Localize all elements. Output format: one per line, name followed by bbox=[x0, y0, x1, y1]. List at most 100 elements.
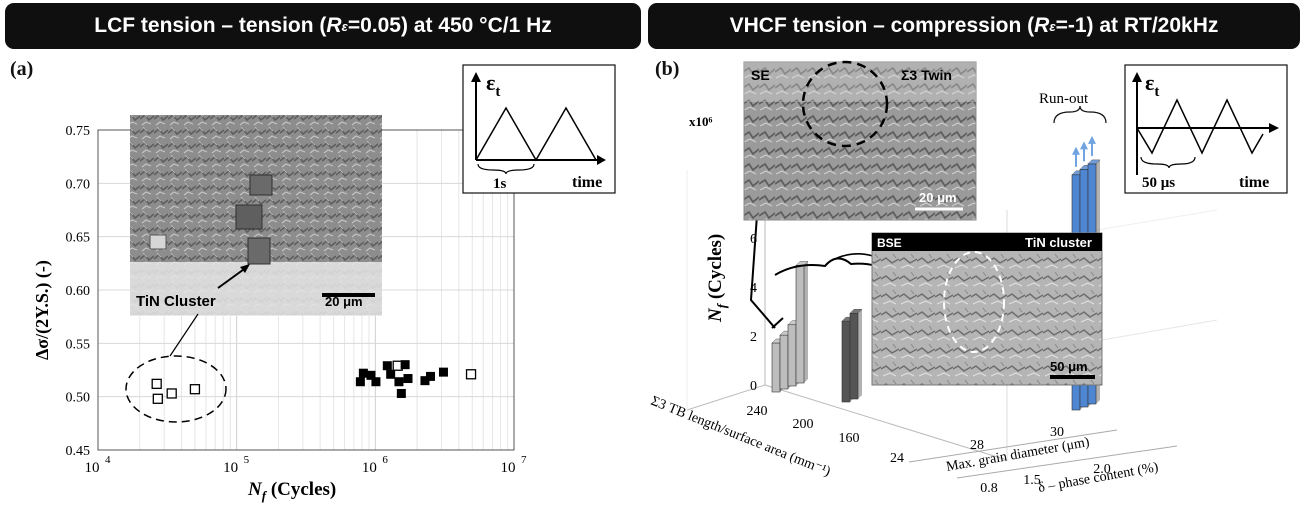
x-tick-exponent: 6 bbox=[382, 454, 388, 466]
y-tick-label: 0.45 bbox=[66, 444, 91, 459]
runout-brace bbox=[1053, 105, 1107, 124]
x-tick-label: 10 bbox=[362, 460, 377, 476]
data-point-filled bbox=[382, 361, 392, 371]
x-tick-label: 10 bbox=[501, 460, 516, 476]
y-tick-label: 0.60 bbox=[66, 284, 91, 299]
y-tick-label: 0.50 bbox=[66, 391, 91, 406]
data-point-filled bbox=[386, 369, 396, 379]
fracture-micrograph: 20 μm TiN Cluster bbox=[130, 115, 382, 316]
bar-light bbox=[779, 334, 789, 390]
tb-axis-label: Σ3 TB length/surface area (mm⁻¹) bbox=[649, 394, 833, 480]
data-point-open bbox=[465, 369, 477, 380]
bar-dark bbox=[849, 312, 859, 400]
period-label: 50 μs bbox=[1142, 175, 1175, 191]
bse-micrograph: BSE TiN cluster 50 μm bbox=[871, 232, 1103, 386]
loading-waveform-inset: εt 50 μs time bbox=[1124, 64, 1288, 194]
bar-pointer bbox=[771, 317, 784, 329]
banner-text: LCF tension – tension ( bbox=[94, 14, 327, 37]
banner-text-end: =0.05) at 450 °C/1 Hz bbox=[347, 14, 552, 37]
banner-symbol: R bbox=[1034, 14, 1050, 37]
runout-arrows bbox=[1072, 135, 1096, 167]
tin-cluster-label: TiN Cluster bbox=[136, 293, 216, 310]
tin-cluster-highlight bbox=[125, 355, 227, 423]
z-tick-label: 6 bbox=[750, 232, 757, 247]
se-micrograph: SE Σ3 Twin 20 μm bbox=[743, 60, 977, 221]
strain-symbol: εt bbox=[1145, 70, 1159, 100]
bar-dark bbox=[841, 320, 851, 403]
se-label: SE bbox=[751, 67, 770, 83]
z-tick-label: 4 bbox=[750, 281, 757, 296]
z-multiplier: x10⁶ bbox=[689, 114, 713, 129]
bar-light bbox=[795, 265, 805, 384]
x-axis-label: Nf (Cycles) bbox=[247, 479, 336, 503]
data-point-filled bbox=[400, 360, 410, 370]
grain-tick-label: 28 bbox=[970, 438, 984, 453]
se-scale-label: 20 μm bbox=[919, 190, 957, 205]
banner-text-end: =-1) at RT/20kHz bbox=[1055, 14, 1219, 37]
x-tick-exponent: 5 bbox=[244, 454, 250, 466]
bar-top bbox=[1087, 159, 1101, 165]
data-points bbox=[151, 360, 477, 404]
panel-b-label: (b) bbox=[655, 58, 680, 80]
data-point-filled bbox=[396, 388, 406, 398]
bar-light bbox=[787, 324, 797, 387]
bar-light bbox=[771, 342, 781, 393]
banner-text: VHCF tension – compression ( bbox=[729, 14, 1035, 37]
grain-axis-line bbox=[908, 429, 1118, 463]
se-leader bbox=[749, 214, 776, 329]
banner-symbol: R bbox=[326, 14, 342, 37]
delta-axis-line bbox=[956, 445, 1178, 479]
x-tick-exponent: 7 bbox=[521, 454, 527, 466]
tb-tick-label: 160 bbox=[839, 431, 860, 446]
panel-a-chart: 0.45 0.50 0.55 0.60 0.65 0.70 0.75 10 4 10 5 10 6 10 7… bbox=[32, 64, 616, 503]
time-label: time bbox=[572, 174, 602, 191]
z-tick-label: 0 bbox=[750, 379, 757, 394]
loading-waveform-inset: εt 1s time bbox=[462, 64, 616, 194]
data-point-filled bbox=[403, 374, 413, 384]
runout-label: Run-out bbox=[1039, 91, 1089, 107]
y-axis-label: Δσ/(2Y.S.) (-) bbox=[32, 260, 53, 360]
strain-symbol: εt bbox=[486, 70, 500, 100]
grain-tick-label: 24 bbox=[890, 451, 904, 466]
data-point-filled bbox=[355, 377, 365, 387]
bar-top bbox=[849, 309, 863, 314]
bar-side bbox=[804, 261, 808, 383]
delta-tick-label: 2.0 bbox=[1093, 462, 1111, 477]
x-tick-exponent: 4 bbox=[105, 454, 111, 466]
banner-subscript: ε bbox=[341, 18, 348, 34]
bse-label: BSE bbox=[877, 236, 902, 250]
data-point-filled bbox=[438, 367, 448, 377]
panel-b-chart: 0246810 x10⁶ Nf (Cycles) SE Σ3 Twin 20 μ… bbox=[649, 60, 1288, 496]
bar-side bbox=[858, 309, 862, 399]
z-axis-label: Nf (Cycles) bbox=[705, 234, 729, 323]
data-point-open bbox=[189, 384, 201, 395]
tb-tick-label: 240 bbox=[747, 404, 768, 419]
panel-a-label: (a) bbox=[10, 58, 34, 80]
y-tick-label: 0.65 bbox=[66, 231, 91, 246]
delta-tick-label: 1.5 bbox=[1023, 473, 1041, 488]
data-point-open bbox=[151, 378, 162, 390]
bse-cluster-label: TiN cluster bbox=[1025, 235, 1092, 250]
bse-bracket bbox=[774, 257, 888, 276]
horizontal-axes: 240 200 160 24 28 30 0.8 1.5 2.0 bbox=[747, 404, 1178, 496]
data-point-filled bbox=[366, 370, 376, 380]
banner-subscript: ε bbox=[1049, 18, 1056, 34]
y-tick-label: 0.70 bbox=[66, 177, 91, 192]
y-tick-label: 0.75 bbox=[66, 124, 91, 139]
z-tick-label: 2 bbox=[750, 330, 757, 345]
data-point-filled bbox=[420, 376, 430, 386]
grain-tick-label: 30 bbox=[1050, 425, 1064, 440]
data-point-open bbox=[166, 388, 177, 399]
bse-scale-label: 50 μm bbox=[1050, 359, 1088, 374]
data-point-filled bbox=[371, 377, 381, 387]
runout-arrowhead bbox=[1088, 135, 1096, 144]
axis-ticks: 0.45 0.50 0.55 0.60 0.65 0.70 0.75 10 4 10 5 10 6 10 7 bbox=[66, 124, 528, 476]
x-tick-label: 10 bbox=[85, 460, 100, 476]
runout-arrowhead bbox=[1080, 141, 1088, 150]
period-label: 1s bbox=[493, 176, 507, 192]
data-point-filled bbox=[358, 368, 368, 378]
tb-tick-label: 200 bbox=[793, 417, 814, 432]
time-label: time bbox=[1239, 174, 1269, 191]
